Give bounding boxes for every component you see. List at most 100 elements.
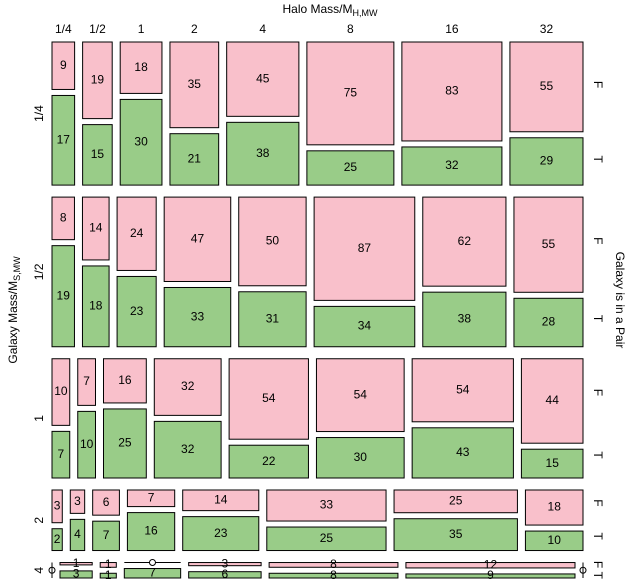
- cell-label: 50: [266, 234, 280, 248]
- cell: [59, 562, 93, 566]
- cell: [238, 291, 307, 348]
- column-label: 2: [191, 22, 198, 36]
- cell: [401, 146, 503, 186]
- cell: [69, 518, 86, 552]
- cell-label: 55: [542, 237, 556, 251]
- cell-label: 19: [91, 72, 105, 86]
- cell-label: 54: [456, 382, 470, 396]
- cell-label: 29: [540, 154, 554, 168]
- cell: [513, 297, 584, 348]
- cell: [520, 358, 584, 444]
- cell: [268, 562, 399, 568]
- cell: [51, 528, 63, 552]
- cell: [51, 489, 63, 524]
- cell-label: 7: [83, 374, 90, 388]
- cell-label: 7: [149, 565, 156, 579]
- cell-label: 28: [542, 315, 556, 329]
- cell-label: 33: [320, 498, 334, 512]
- cell: [422, 196, 507, 287]
- cell: [82, 124, 113, 186]
- cell-label: 25: [118, 436, 132, 450]
- y-label-main: Galaxy Mass/M: [6, 281, 20, 364]
- cell: [405, 562, 576, 569]
- cell: [59, 570, 93, 579]
- cell: [51, 196, 75, 241]
- cell: [182, 516, 260, 552]
- cell-label: 19: [57, 288, 71, 302]
- zero-marker: [579, 566, 587, 574]
- cell-label: 25: [344, 160, 358, 174]
- cell: [126, 512, 176, 552]
- cell: [119, 41, 163, 94]
- cell-label: 24: [130, 226, 144, 240]
- cell-label: 1: [73, 556, 80, 570]
- cell-label: 22: [262, 454, 276, 468]
- zero-marker: [148, 559, 156, 567]
- cell-label: 9: [60, 58, 67, 72]
- cell: [266, 526, 387, 552]
- cell-label: 10: [80, 437, 94, 451]
- cell-label: 32: [181, 442, 195, 456]
- cell-label: 23: [214, 526, 228, 540]
- cell: [116, 275, 157, 348]
- legend-label: T: [591, 155, 605, 163]
- legend-label: F: [591, 499, 605, 506]
- cell: [153, 358, 222, 416]
- cell-label: 14: [89, 221, 103, 235]
- cell-label: 54: [262, 391, 276, 405]
- cell: [509, 137, 584, 186]
- cell-label: 16: [118, 373, 132, 387]
- cell-label: 7: [103, 528, 110, 542]
- cell: [238, 196, 307, 287]
- row-label: 4: [32, 567, 46, 574]
- cell: [102, 408, 147, 479]
- cell-label: 10: [548, 533, 562, 547]
- legend-label: F: [591, 81, 605, 88]
- cell: [116, 196, 157, 271]
- cell: [99, 562, 117, 568]
- cell-label: 47: [191, 231, 205, 245]
- cell-label: 30: [134, 134, 148, 148]
- cell: [401, 41, 503, 142]
- cell: [393, 489, 518, 514]
- cell: [69, 489, 86, 514]
- cell-label: 38: [458, 312, 472, 326]
- cell: [228, 444, 309, 479]
- cell-label: 83: [445, 84, 459, 98]
- row-label: 1: [32, 415, 46, 422]
- legend-label: T: [591, 451, 605, 459]
- cell: [119, 98, 163, 186]
- cell-label: 6: [222, 567, 229, 581]
- column-label: 32: [540, 22, 554, 36]
- y-label-sub: S,MW: [12, 256, 22, 281]
- cell: [92, 489, 120, 516]
- cell-label: 18: [134, 60, 148, 74]
- cell: [81, 196, 110, 261]
- cell-label: 54: [354, 387, 368, 401]
- cell: [182, 489, 260, 512]
- row-label: 1/4: [32, 105, 46, 122]
- row-label: 1/2: [32, 263, 46, 280]
- cell-label: 23: [130, 304, 144, 318]
- cell: [513, 196, 584, 293]
- cell: [126, 489, 176, 508]
- cell: [163, 286, 232, 348]
- column-label: 8: [347, 22, 354, 36]
- column-label: 1: [138, 22, 145, 36]
- cell: [169, 41, 220, 129]
- cell-label: 33: [191, 309, 205, 323]
- row-label: 2: [32, 517, 46, 524]
- cell: [422, 291, 507, 348]
- cell-label: 35: [188, 77, 202, 91]
- cell-label: 87: [358, 241, 372, 255]
- cell-label: 18: [89, 299, 103, 313]
- legend-label: T: [591, 315, 605, 323]
- cell: [228, 358, 309, 440]
- cell: [411, 358, 514, 423]
- cell-label: 7: [148, 490, 155, 504]
- cell-label: 10: [54, 384, 68, 398]
- cell-label: 18: [548, 500, 562, 514]
- cell: [268, 572, 399, 579]
- cell-label: 17: [57, 132, 71, 146]
